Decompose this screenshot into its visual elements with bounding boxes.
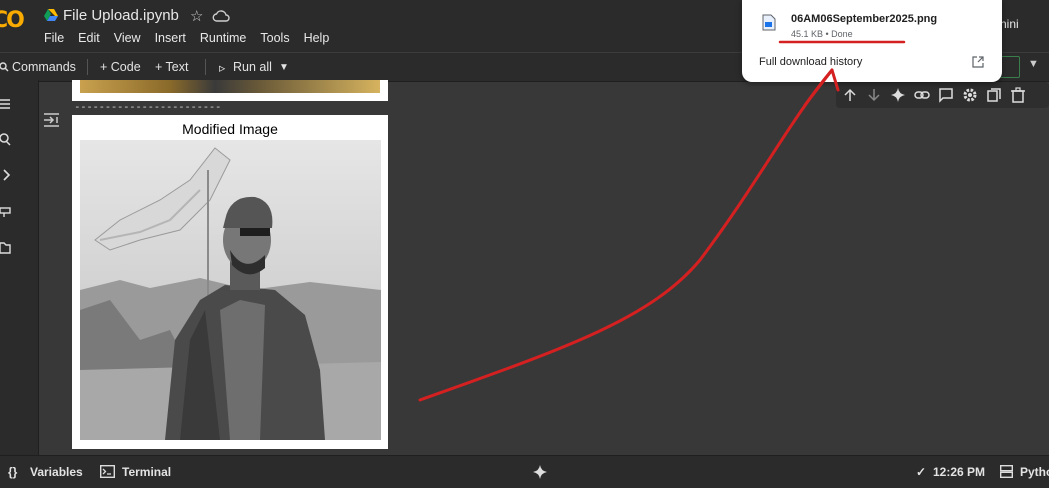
colab-logo[interactable]: CO [0,8,25,33]
code-snippets-icon[interactable] [0,168,14,182]
secrets-key-icon[interactable] [0,204,14,218]
table-of-contents-icon[interactable] [0,97,14,111]
gemini-button[interactable]: nini [1000,17,1019,31]
figure-title: Modified Image [182,121,278,137]
settings-gear-icon[interactable] [962,87,978,103]
full-download-history-link[interactable]: Full download history [759,56,863,68]
menu-file[interactable]: File [44,31,65,45]
link-icon[interactable] [914,87,930,103]
grayscale-photo [80,140,381,440]
cloud-saved-icon[interactable] [212,9,230,23]
move-cell-up-icon[interactable] [842,87,858,103]
variables-button[interactable]: Variables [30,465,83,479]
image-file-icon [762,14,776,31]
status-bar: {} Variables Terminal ✓ 12:26 PM Pytho [0,455,1049,488]
terminal-button[interactable]: Terminal [122,465,172,479]
menu-view[interactable]: View [113,31,141,45]
gemini-sparkle-icon[interactable] [890,87,906,103]
execution-time[interactable]: 12:26 PM [933,465,986,479]
gemini-sparkle-icon[interactable] [532,464,548,480]
left-sidebar [0,80,39,455]
menu-help[interactable]: Help [303,31,330,45]
menu-runtime[interactable]: Runtime [199,31,247,45]
output-actions-icon[interactable] [43,112,61,128]
checkmark-icon: ✓ [916,465,927,479]
add-code-button[interactable]: + Code [100,60,141,74]
notebook-title[interactable]: File Upload.ipynb [63,7,179,24]
menu-insert[interactable]: Insert [154,31,186,45]
open-external-icon[interactable] [971,55,985,69]
downloaded-file-name[interactable]: 06AM06September2025.png [791,13,938,25]
output-separator: ------------------------ [74,100,221,113]
delete-trash-icon[interactable] [1010,87,1026,103]
mirror-cell-icon[interactable] [986,87,1002,103]
variables-icon[interactable]: {} [8,465,18,479]
modified-image-figure: Modified Image [72,115,388,449]
menu-edit[interactable]: Edit [78,31,100,45]
previous-image-output [72,80,388,101]
run-all-dropdown-icon[interactable]: ▼ [279,62,289,73]
run-all-icon[interactable]: ▹ [219,61,226,75]
search-icon[interactable] [0,61,10,73]
runtime-label[interactable]: Pytho [1020,465,1049,479]
download-status: 45.1 KB • Done [791,29,853,39]
toolbar-divider [87,59,88,75]
move-cell-down-icon[interactable] [866,87,882,103]
comment-icon[interactable] [938,87,954,103]
original-image-crop [80,80,380,93]
cell-toolbar [836,82,1049,108]
runtime-server-icon[interactable] [1000,465,1013,478]
menu-bar: File Edit View Insert Runtime Tools Help [44,31,329,45]
files-folder-icon[interactable] [0,240,14,254]
terminal-icon[interactable] [100,465,115,478]
run-all-button[interactable]: Run all [233,60,272,74]
downloads-popup: 06AM06September2025.png 45.1 KB • Done F… [742,0,1002,82]
annotation-curve [418,68,834,402]
ram-disk-indicator[interactable] [1000,56,1020,78]
toolbar-divider [205,59,206,75]
find-replace-icon[interactable] [0,132,14,146]
runtime-dropdown-icon[interactable]: ▼ [1028,58,1039,70]
drive-icon[interactable] [44,9,58,21]
menu-tools[interactable]: Tools [260,31,290,45]
commands-button[interactable]: Commands [12,60,76,74]
star-icon[interactable]: ☆ [190,8,204,25]
add-text-button[interactable]: + Text [155,60,189,74]
